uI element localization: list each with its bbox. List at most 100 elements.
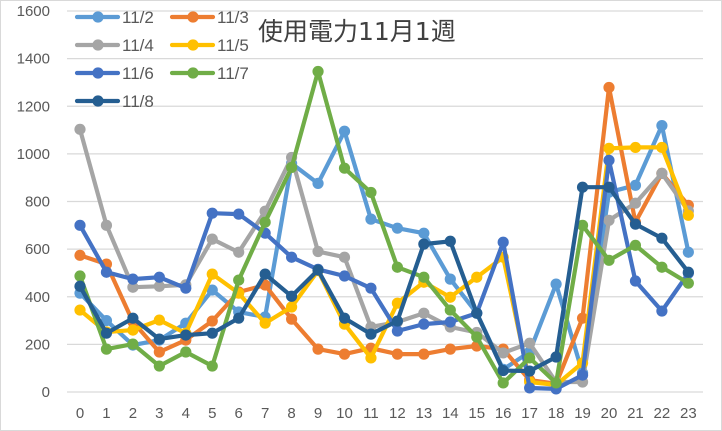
data-point-marker (74, 219, 86, 231)
data-point-marker (418, 227, 430, 239)
data-point-marker (629, 179, 642, 191)
data-point-marker (524, 365, 536, 377)
data-point-marker (338, 251, 351, 263)
data-point-marker (418, 271, 430, 283)
data-point-marker (233, 312, 245, 324)
data-point-marker (391, 261, 403, 273)
x-tick-label: 9 (314, 405, 322, 422)
data-point-marker (576, 369, 589, 381)
data-point-marker (524, 337, 536, 349)
data-point-marker (206, 327, 218, 339)
data-point-marker (338, 270, 351, 282)
x-tick-label: 20 (601, 405, 618, 422)
data-point-marker (497, 236, 509, 248)
legend: 11/2 11/3 11/4 11/5 11/6 11/7 11/8 (74, 8, 249, 111)
data-point-marker (286, 251, 298, 263)
data-point-marker (391, 325, 403, 337)
x-axis-ticks: 0 1 2 3 4 5 6 7 8 9 10 11 12 13 14 15 16 17 18 19 20 21 22 23 (76, 405, 697, 422)
data-point-marker (603, 254, 615, 266)
legend-marker-icon (92, 67, 104, 79)
data-point-marker (153, 271, 165, 283)
x-tick-label: 16 (495, 405, 512, 422)
data-point-marker (365, 213, 377, 225)
series-11-8 (74, 181, 694, 377)
data-point-marker (550, 351, 562, 363)
data-point-marker (338, 162, 351, 174)
legend-label: 11/6 (122, 64, 154, 83)
x-tick-label: 10 (336, 405, 353, 422)
x-tick-label: 21 (627, 405, 644, 422)
data-point-marker (312, 245, 324, 258)
x-tick-label: 18 (548, 405, 565, 422)
data-point-marker (338, 312, 351, 324)
y-tick-label: 0 (42, 384, 50, 401)
legend-marker-icon (92, 95, 104, 107)
data-point-marker (444, 304, 456, 316)
legend-label: 11/8 (122, 92, 154, 111)
data-point-marker (603, 181, 615, 193)
data-point-marker (127, 281, 139, 293)
data-point-marker (312, 65, 324, 78)
legend-item-11-3: 11/3 (169, 8, 249, 27)
data-point-marker (312, 343, 324, 355)
x-tick-label: 7 (261, 405, 269, 422)
data-point-marker (206, 233, 218, 245)
data-point-marker (180, 282, 192, 294)
data-point-marker (497, 377, 509, 389)
series-lines (74, 65, 694, 395)
data-point-marker (74, 123, 86, 135)
data-point-marker (576, 181, 589, 193)
data-point-marker (286, 290, 298, 302)
data-point-marker (391, 222, 403, 234)
data-point-marker (259, 268, 271, 280)
data-point-marker (682, 209, 694, 221)
data-point-marker (74, 304, 86, 316)
data-point-marker (286, 301, 298, 313)
data-point-marker (656, 261, 668, 273)
data-point-marker (365, 282, 377, 294)
legend-marker-icon (187, 39, 199, 51)
data-point-marker (576, 219, 589, 231)
data-point-marker (418, 307, 430, 319)
data-point-marker (550, 377, 562, 389)
data-point-marker (127, 273, 139, 285)
y-tick-label: 1200 (17, 98, 50, 115)
data-point-marker (682, 246, 694, 258)
data-point-marker (100, 343, 113, 355)
y-tick-label: 400 (25, 289, 50, 306)
chart-title: 使用電力11月1週 (258, 17, 456, 46)
data-point-marker (74, 280, 86, 292)
x-tick-label: 14 (442, 405, 459, 422)
data-point-marker (471, 307, 483, 319)
data-point-marker (656, 232, 668, 244)
data-point-marker (206, 207, 218, 219)
y-tick-label: 600 (25, 241, 50, 258)
data-point-marker (74, 270, 86, 282)
legend-marker-icon (187, 11, 199, 23)
data-point-marker (629, 141, 642, 154)
legend-item-11-5: 11/5 (169, 36, 249, 55)
x-tick-label: 3 (155, 405, 163, 422)
data-point-marker (338, 125, 351, 137)
data-point-marker (286, 313, 298, 325)
x-tick-label: 8 (287, 405, 295, 422)
data-point-marker (100, 219, 113, 231)
legend-item-11-4: 11/4 (74, 36, 154, 55)
data-point-marker (233, 208, 245, 220)
data-point-marker (603, 81, 615, 94)
data-point-marker (259, 317, 271, 329)
data-point-marker (444, 316, 456, 328)
x-tick-label: 15 (468, 405, 485, 422)
data-point-marker (127, 312, 139, 324)
data-point-marker (206, 360, 218, 372)
data-point-marker (233, 246, 245, 258)
data-point-marker (365, 352, 377, 364)
data-point-marker (444, 235, 456, 247)
data-point-marker (603, 142, 615, 154)
data-point-marker (497, 364, 509, 377)
data-point-marker (656, 167, 668, 180)
x-tick-label: 4 (182, 405, 190, 422)
data-point-marker (682, 266, 694, 278)
data-point-marker (497, 347, 509, 359)
